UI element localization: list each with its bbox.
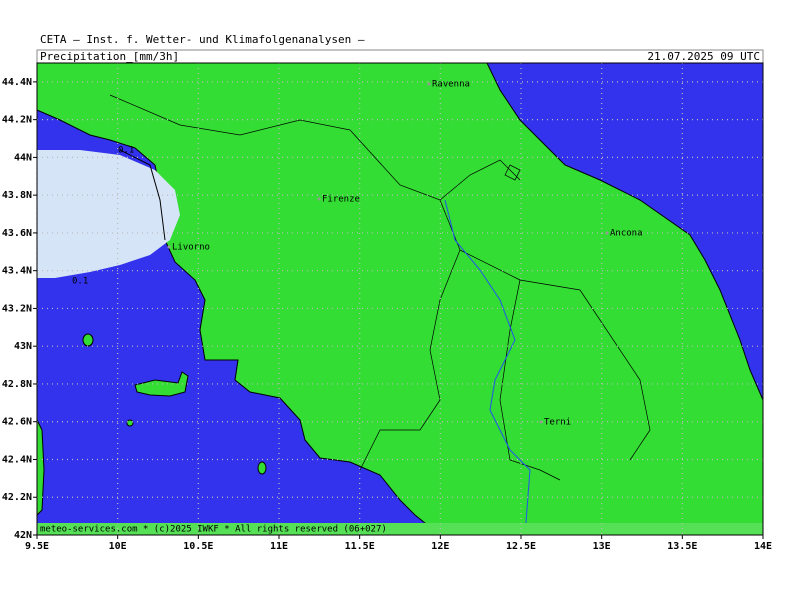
lat-tick-label: 43N	[14, 341, 32, 352]
city-dot	[317, 197, 321, 201]
lat-tick-label: 43.6N	[2, 228, 32, 239]
lon-tick-label: 11.5E	[345, 541, 375, 552]
city-label: Firenze	[322, 195, 360, 205]
lat-tick-label: 42.6N	[2, 417, 32, 428]
island	[257, 461, 267, 475]
lon-tick-label: 12.5E	[506, 541, 536, 552]
lon-tick-label: 9.5E	[25, 541, 49, 552]
contour	[119, 149, 166, 241]
city-label: Livorno	[172, 243, 210, 253]
contour-label: 0.1	[118, 146, 134, 156]
footer: meteo-services.com * (c)2025 IWKF * All …	[40, 525, 387, 535]
lat-tick-label: 44N	[14, 152, 32, 163]
island	[126, 419, 134, 427]
frame	[36, 62, 764, 536]
title: Precipitation_[mm/3h]	[40, 50, 179, 63]
city-label: Ancona	[610, 229, 643, 239]
lon-tick-label: 13.5E	[667, 541, 697, 552]
island-elba	[134, 371, 189, 397]
city-label: Ravenna	[432, 80, 470, 90]
regions	[109, 94, 651, 481]
lat-tick-label: 44.4N	[2, 77, 32, 88]
lat-tick-label: 43.8N	[2, 190, 32, 201]
lat-tick-label: 42.2N	[2, 492, 32, 503]
lat-tick-label: 43.2N	[2, 303, 32, 314]
lon-tick-label: 10.5E	[183, 541, 213, 552]
lat-tick-label: 44.2N	[2, 115, 32, 126]
lat-tick-label: 42N	[14, 530, 32, 541]
city-dot	[167, 245, 171, 249]
lon-tick-label: 12E	[431, 541, 449, 552]
island	[82, 333, 94, 347]
lon-tick-label: 11E	[270, 541, 288, 552]
datetime: 21.07.2025 09 UTC	[647, 50, 760, 63]
lat-tick-label: 42.8N	[2, 379, 32, 390]
precip-area	[37, 150, 180, 278]
river	[444, 199, 531, 536]
map-area: meteo-services.com * (c)2025 IWKF * All …	[36, 62, 764, 536]
footer-strip	[37, 523, 763, 535]
header: CETA – Inst. f. Wetter- und Klimafolgena…	[40, 33, 365, 46]
lat-tick-label: 43.4N	[2, 266, 32, 277]
city-dot	[539, 420, 543, 424]
lon-tick-label: 13E	[593, 541, 611, 552]
lon-tick-label: 14E	[754, 541, 772, 552]
contour-label: 0.1	[72, 277, 88, 287]
lon-tick-label: 10E	[109, 541, 127, 552]
city-label: Terni	[544, 418, 571, 428]
lat-tick-label: 42.4N	[2, 454, 32, 465]
city-dot	[605, 231, 609, 235]
city-dot	[427, 82, 431, 86]
